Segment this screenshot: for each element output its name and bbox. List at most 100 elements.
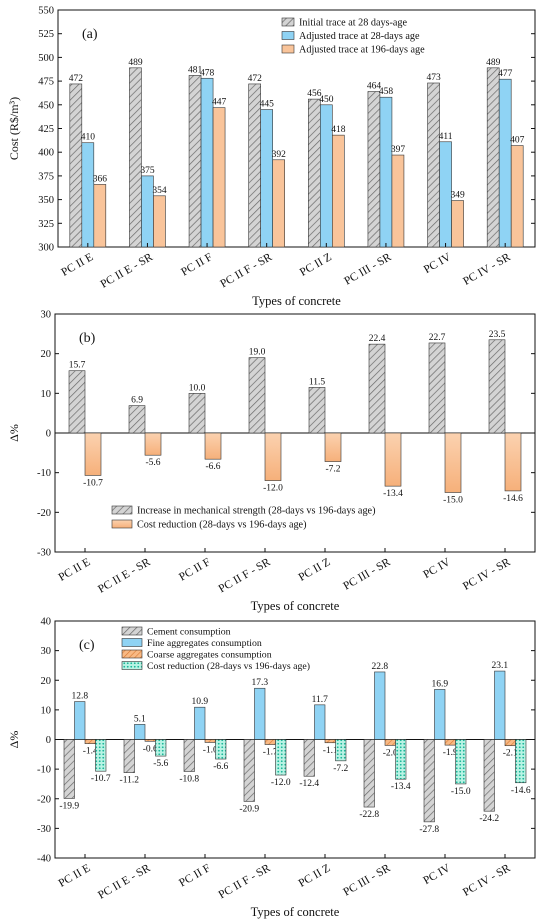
data-label: -1.1: [323, 746, 338, 756]
bar-b-s1-c7: [504, 432, 522, 492]
bar-b-s0-c6: [428, 342, 446, 434]
data-label: -6.6: [213, 762, 228, 772]
bar-c-s2-c6: [444, 739, 456, 746]
y-tick-label: 10: [41, 705, 52, 716]
data-label: -1.7: [263, 748, 278, 758]
data-label: 397: [391, 145, 406, 155]
bar-b-s1-c3: [264, 432, 282, 481]
data-label: 450: [319, 95, 334, 105]
bar-c-s3-c3: [275, 739, 287, 776]
data-label: 10.9: [191, 697, 208, 707]
data-label: -14.6: [503, 494, 523, 504]
y-tick-label: 350: [38, 195, 54, 206]
bar-c-s2-c0: [84, 739, 96, 744]
data-label: 410: [81, 133, 96, 143]
x-tick-label: PC II Z: [297, 556, 333, 584]
data-label: 375: [140, 166, 155, 176]
bar-c-s2-c3: [264, 739, 276, 745]
data-label: -1.9: [443, 748, 458, 758]
bar-a-s0-c6: [427, 82, 440, 248]
data-label: -7.2: [333, 764, 348, 774]
x-axis-label: Types of concrete: [252, 294, 341, 308]
bar-c-s3-c6: [455, 739, 467, 785]
bar-c-s3-c5: [395, 739, 407, 780]
data-label: 22.4: [369, 334, 386, 344]
data-label: -13.4: [391, 782, 411, 792]
data-label: 473: [426, 73, 441, 83]
y-tick-label: -10: [37, 765, 51, 776]
bar-c-s0-c4: [303, 739, 315, 777]
y-tick-label: 475: [38, 77, 54, 88]
y-tick-label: -20: [37, 794, 51, 805]
data-label: 366: [93, 174, 108, 184]
y-tick-label: 20: [41, 676, 52, 687]
x-tick-label: PC II E: [57, 862, 93, 890]
x-tick-label: PC III - SR: [342, 251, 393, 288]
data-label: 478: [200, 68, 215, 78]
data-label: 489: [486, 58, 501, 68]
data-label: 481: [188, 65, 203, 75]
data-label: 16.9: [431, 679, 448, 689]
bar-a-s2-c4: [332, 134, 345, 248]
x-tick-label: PC II E - SR: [96, 862, 153, 902]
data-label: -2.0: [383, 748, 398, 758]
legend-swatch: [281, 31, 295, 40]
data-label: 456: [307, 89, 322, 99]
data-label: 445: [260, 100, 275, 110]
x-tick-label: PC IV - SR: [461, 862, 513, 899]
bar-c-s3-c7: [515, 739, 527, 784]
y-axis-label: Δ%: [7, 731, 21, 749]
bar-a-s0-c5: [367, 91, 381, 248]
data-label: 11.5: [309, 377, 326, 387]
legend-entry: Increase in mechanical strength (28-days…: [137, 506, 375, 517]
x-tick-label: PC II E - SR: [99, 251, 156, 291]
bar-c-s3-c2: [215, 739, 227, 760]
bar-c-s2-c5: [384, 739, 396, 746]
x-tick-label: PC III - SR: [341, 556, 392, 593]
bar-a-s0-c4: [308, 98, 321, 248]
data-label: 407: [510, 136, 525, 146]
bar-c-s3-c1: [155, 739, 167, 757]
bar-c-s2-c4: [324, 739, 336, 744]
y-tick-label: 375: [38, 171, 54, 182]
y-tick-label: 10: [41, 389, 52, 400]
data-label: 6.9: [131, 396, 143, 406]
y-axis-label: Δ%: [7, 424, 21, 442]
data-label: -19.9: [59, 801, 79, 811]
data-label: -13.4: [383, 489, 403, 499]
bar-c-s0-c5: [363, 739, 375, 808]
y-tick-label: -30: [37, 824, 51, 835]
legend-entry: Initial trace at 28 days-age: [299, 18, 408, 29]
legend-swatch: [121, 626, 143, 636]
legend: Increase in mechanical strength (28-days…: [111, 506, 375, 531]
legend-swatch: [111, 519, 133, 529]
x-tick-label: PC IV - SR: [461, 251, 513, 288]
data-label: -10.7: [83, 478, 103, 488]
bar-c-s1-c1: [134, 724, 146, 740]
y-tick-label: 525: [38, 29, 54, 40]
x-tick-label: PC II F: [179, 251, 214, 278]
x-tick-label: PC II Z: [298, 251, 334, 279]
panel-label: (b): [79, 331, 96, 346]
x-tick-label: PC II F: [177, 862, 212, 889]
bar-b-s1-c4: [324, 432, 342, 462]
y-tick-label: 400: [38, 148, 54, 159]
panel-label: (c): [79, 638, 95, 653]
y-tick-label: 30: [41, 310, 52, 321]
bar-c-s0-c7: [483, 739, 495, 812]
x-tick-label: PC II F - SR: [217, 556, 273, 595]
data-label: -22.8: [359, 810, 379, 820]
x-tick-label: PC II E: [59, 251, 95, 279]
legend-swatch: [121, 638, 143, 647]
legend-entry: Fine aggregates consumption: [147, 638, 262, 649]
data-label: 15.7: [69, 361, 86, 371]
data-label: 472: [69, 74, 84, 84]
bar-a-s1-c5: [379, 96, 393, 248]
bar-c-s0-c2: [183, 739, 195, 772]
x-tick-label: PC III - SR: [341, 862, 392, 899]
data-label: -5.6: [153, 759, 168, 769]
data-label: -5.6: [145, 458, 160, 468]
bar-b-s0-c2: [188, 393, 206, 434]
chart-panel-c: -40 -30 -20 -10 0 10 20 30 40 -19.9 -11.2 -10.8 -20.…: [7, 617, 536, 919]
